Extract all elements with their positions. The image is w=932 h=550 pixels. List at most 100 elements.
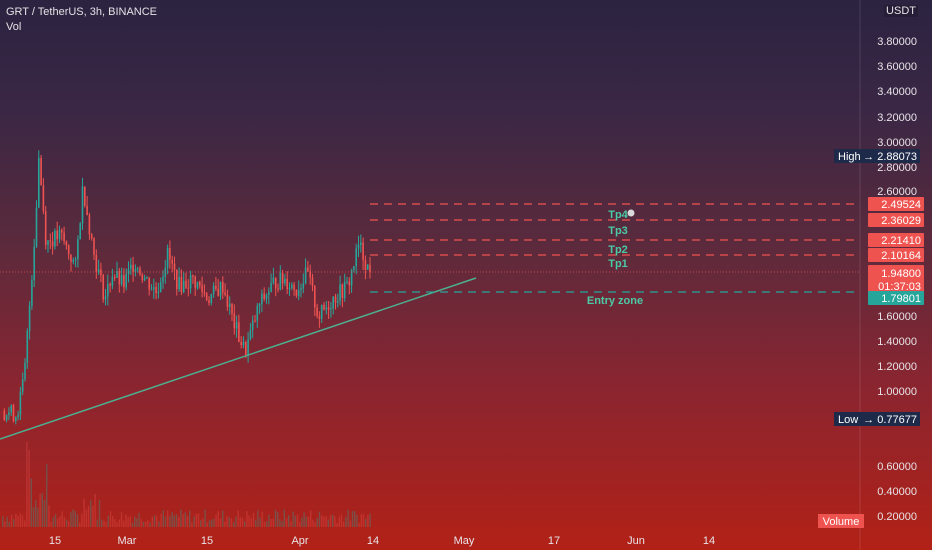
low-value: → 0.77677 <box>863 414 917 426</box>
volume-bar <box>241 517 244 527</box>
candle-body <box>130 264 132 269</box>
volume-bar <box>211 519 213 527</box>
candle-body <box>337 301 339 303</box>
volume-bar <box>127 517 129 527</box>
volume-bar <box>285 518 288 527</box>
candle-body <box>180 277 183 293</box>
candle-body <box>19 391 22 415</box>
y-tick-label: 2.80000 <box>877 162 917 174</box>
volume-bar <box>186 515 189 527</box>
candle-body <box>185 280 187 288</box>
candle-body <box>102 275 104 300</box>
candle-body <box>192 275 194 277</box>
last-price-box <box>868 265 924 293</box>
candle-body <box>240 341 242 346</box>
candle-body <box>330 308 332 310</box>
volume-bar <box>250 518 252 527</box>
volume-bar <box>19 513 21 527</box>
volume-bar <box>167 510 169 527</box>
volume-bar <box>129 516 131 527</box>
candle-body <box>40 157 42 186</box>
volume-bar <box>37 507 39 527</box>
volume-bar <box>358 522 360 527</box>
candle-body <box>219 281 222 296</box>
candle-body <box>272 277 275 283</box>
candle-body <box>90 234 93 239</box>
volume-bar <box>272 518 274 527</box>
x-tick-label: 14 <box>367 535 379 547</box>
candle-body <box>205 293 208 301</box>
volume-bar <box>294 515 296 527</box>
volume-bar <box>356 515 358 527</box>
volume-bar <box>303 512 305 527</box>
candle-body <box>153 287 155 290</box>
volume-indicator-label[interactable]: Vol <box>6 21 22 33</box>
volume-bar <box>158 521 160 527</box>
high-label: High <box>838 151 861 163</box>
volume-bar <box>266 521 268 527</box>
volume-bar <box>314 522 316 527</box>
candle-body <box>88 215 91 235</box>
candle-body <box>291 284 293 288</box>
volume-bar <box>156 515 158 527</box>
candle-body <box>332 296 334 309</box>
volume-bar <box>182 513 184 527</box>
high-value: → 2.88073 <box>863 151 917 163</box>
x-tick-label: 17 <box>548 535 560 547</box>
candle-body <box>157 291 160 294</box>
candle-body <box>353 266 355 271</box>
candle-body <box>288 287 291 290</box>
volume-bar <box>244 521 246 527</box>
candle-body <box>10 405 12 413</box>
volume-bar <box>160 513 162 527</box>
volume-bar <box>288 515 290 527</box>
volume-bar <box>30 478 32 527</box>
tp1-label: Tp1 <box>608 258 628 270</box>
candle-body <box>171 259 173 264</box>
volume-bar <box>263 521 266 527</box>
volume-bar <box>307 516 310 527</box>
entry-zone-label: Entry zone <box>587 295 643 307</box>
volume-bar <box>259 517 261 527</box>
volume-bar <box>277 511 279 527</box>
volume-bar <box>147 520 149 527</box>
candle-body <box>169 247 171 260</box>
candle-body <box>33 246 35 281</box>
volume-bar <box>76 514 79 527</box>
volume-bar <box>131 522 134 527</box>
candle-body <box>228 303 231 307</box>
candle-body <box>233 313 236 329</box>
volume-bar <box>367 514 369 527</box>
candle-body <box>187 287 190 289</box>
candle-body <box>162 276 164 283</box>
volume-bar <box>153 515 156 527</box>
candle-body <box>263 293 265 299</box>
candle-body <box>17 414 19 418</box>
volume-bar <box>162 510 164 527</box>
tp3-label: Tp3 <box>608 225 628 237</box>
currency-label[interactable]: USDT <box>884 5 918 17</box>
candle-body <box>203 291 206 294</box>
tp4-marker <box>627 209 635 217</box>
volume-bar <box>65 519 68 527</box>
volume-bar <box>204 509 206 527</box>
tp1-price-tag-box <box>868 248 924 262</box>
candle-body <box>327 307 330 310</box>
volume-bar <box>200 520 202 527</box>
candle-body <box>265 294 268 299</box>
volume-bar <box>101 519 103 527</box>
volume-bar <box>279 519 281 527</box>
candle-body <box>97 269 100 272</box>
volume-bar <box>299 521 301 527</box>
volume-bar <box>292 511 294 527</box>
candle-body <box>54 230 56 247</box>
candle-body <box>235 322 238 329</box>
candle-body <box>134 269 137 272</box>
candle-body <box>245 342 247 356</box>
candle-body <box>208 300 210 304</box>
candle-body <box>366 264 369 270</box>
candle-body <box>15 417 17 421</box>
volume-bar <box>310 510 312 527</box>
volume-bar <box>208 520 211 527</box>
